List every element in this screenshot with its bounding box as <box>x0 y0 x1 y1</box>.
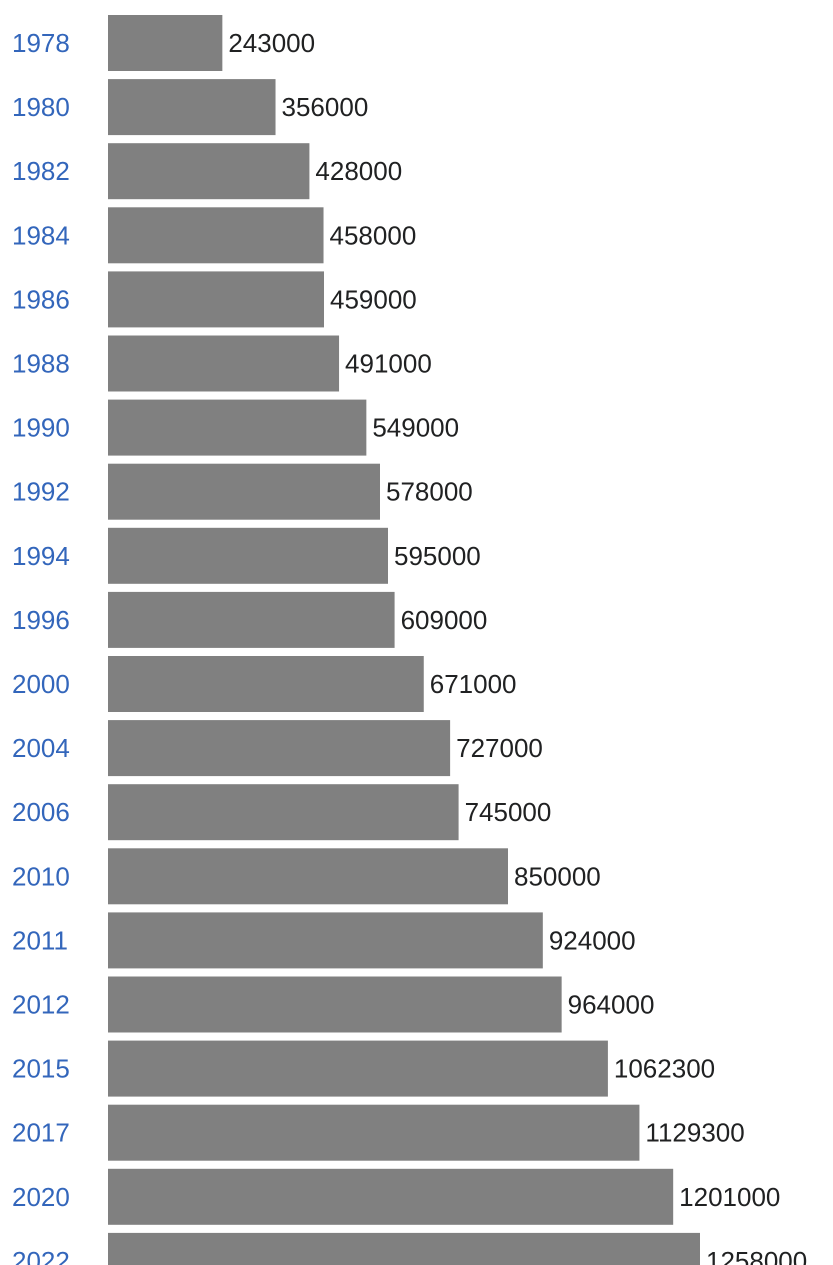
year-label-2010[interactable]: 2010 <box>12 861 70 891</box>
bar-1984 <box>108 207 324 264</box>
bar-2010 <box>108 848 508 905</box>
year-label-2004[interactable]: 2004 <box>12 733 70 763</box>
year-label-2017[interactable]: 2017 <box>12 1118 70 1148</box>
year-label-2015[interactable]: 2015 <box>12 1054 70 1084</box>
bar-1988 <box>108 335 340 392</box>
value-label-2015: 1062300 <box>614 1054 715 1084</box>
year-label-1988[interactable]: 1988 <box>12 349 70 379</box>
year-label-2006[interactable]: 2006 <box>12 797 70 827</box>
bar-1990 <box>108 399 367 456</box>
year-label-2000[interactable]: 2000 <box>12 669 70 699</box>
value-label-1988: 491000 <box>345 349 432 379</box>
value-label-1980: 356000 <box>282 92 369 122</box>
bar-1982 <box>108 143 310 200</box>
bar-2022 <box>108 1232 700 1265</box>
bar-2017 <box>108 1104 640 1161</box>
value-label-2000: 671000 <box>430 669 517 699</box>
bar-1980 <box>108 79 276 136</box>
value-label-2012: 964000 <box>568 990 655 1020</box>
bar-2000 <box>108 656 424 712</box>
year-label-2020[interactable]: 2020 <box>12 1182 70 1212</box>
value-label-2020: 1201000 <box>679 1182 780 1212</box>
year-label-2011[interactable]: 2011 <box>12 925 68 955</box>
year-label-2012[interactable]: 2012 <box>12 990 70 1020</box>
bar-2020 <box>108 1168 674 1225</box>
year-label-1990[interactable]: 1990 <box>12 413 70 443</box>
value-labels: 243000 356000 428000 458000 459000 491000 5490… <box>228 28 807 1265</box>
value-label-2022: 1258000 <box>706 1246 807 1265</box>
bar-1994 <box>108 527 388 584</box>
bar-2015 <box>108 1040 608 1097</box>
year-label-1982[interactable]: 1982 <box>12 156 70 186</box>
bar-1996 <box>108 591 395 648</box>
value-label-2010: 850000 <box>514 861 601 891</box>
year-label-1994[interactable]: 1994 <box>12 541 70 571</box>
value-label-1978: 243000 <box>228 28 315 58</box>
bar-2004 <box>108 720 451 777</box>
bars <box>108 15 700 1265</box>
bar-2011 <box>108 912 543 969</box>
bar-1986 <box>108 271 324 328</box>
year-label-1986[interactable]: 1986 <box>12 284 70 314</box>
value-label-1986: 459000 <box>330 284 417 314</box>
value-label-2011: 924000 <box>549 925 636 955</box>
year-label-1980[interactable]: 1980 <box>12 92 70 122</box>
value-label-1996: 609000 <box>401 605 488 635</box>
year-label-1992[interactable]: 1992 <box>12 477 70 507</box>
value-label-1990: 549000 <box>372 413 459 443</box>
value-label-1992: 578000 <box>386 477 473 507</box>
value-label-1982: 428000 <box>315 156 402 186</box>
bar-2012 <box>108 976 562 1033</box>
year-label-1984[interactable]: 1984 <box>12 220 70 250</box>
year-label-1996[interactable]: 1996 <box>12 605 70 635</box>
value-label-2017: 1129300 <box>645 1118 744 1148</box>
category-labels: 1978 1980 1982 1984 1986 1988 1990 1992 1994 1996… <box>12 28 70 1265</box>
bar-2006 <box>108 784 459 841</box>
value-label-1994: 595000 <box>394 541 481 571</box>
bar-1978 <box>108 15 223 71</box>
value-label-2006: 745000 <box>465 797 552 827</box>
value-label-2004: 727000 <box>456 733 543 763</box>
year-label-1978[interactable]: 1978 <box>12 28 70 58</box>
bar-1992 <box>108 463 380 520</box>
year-label-2022[interactable]: 2022 <box>12 1246 70 1265</box>
value-label-1984: 458000 <box>330 220 417 250</box>
